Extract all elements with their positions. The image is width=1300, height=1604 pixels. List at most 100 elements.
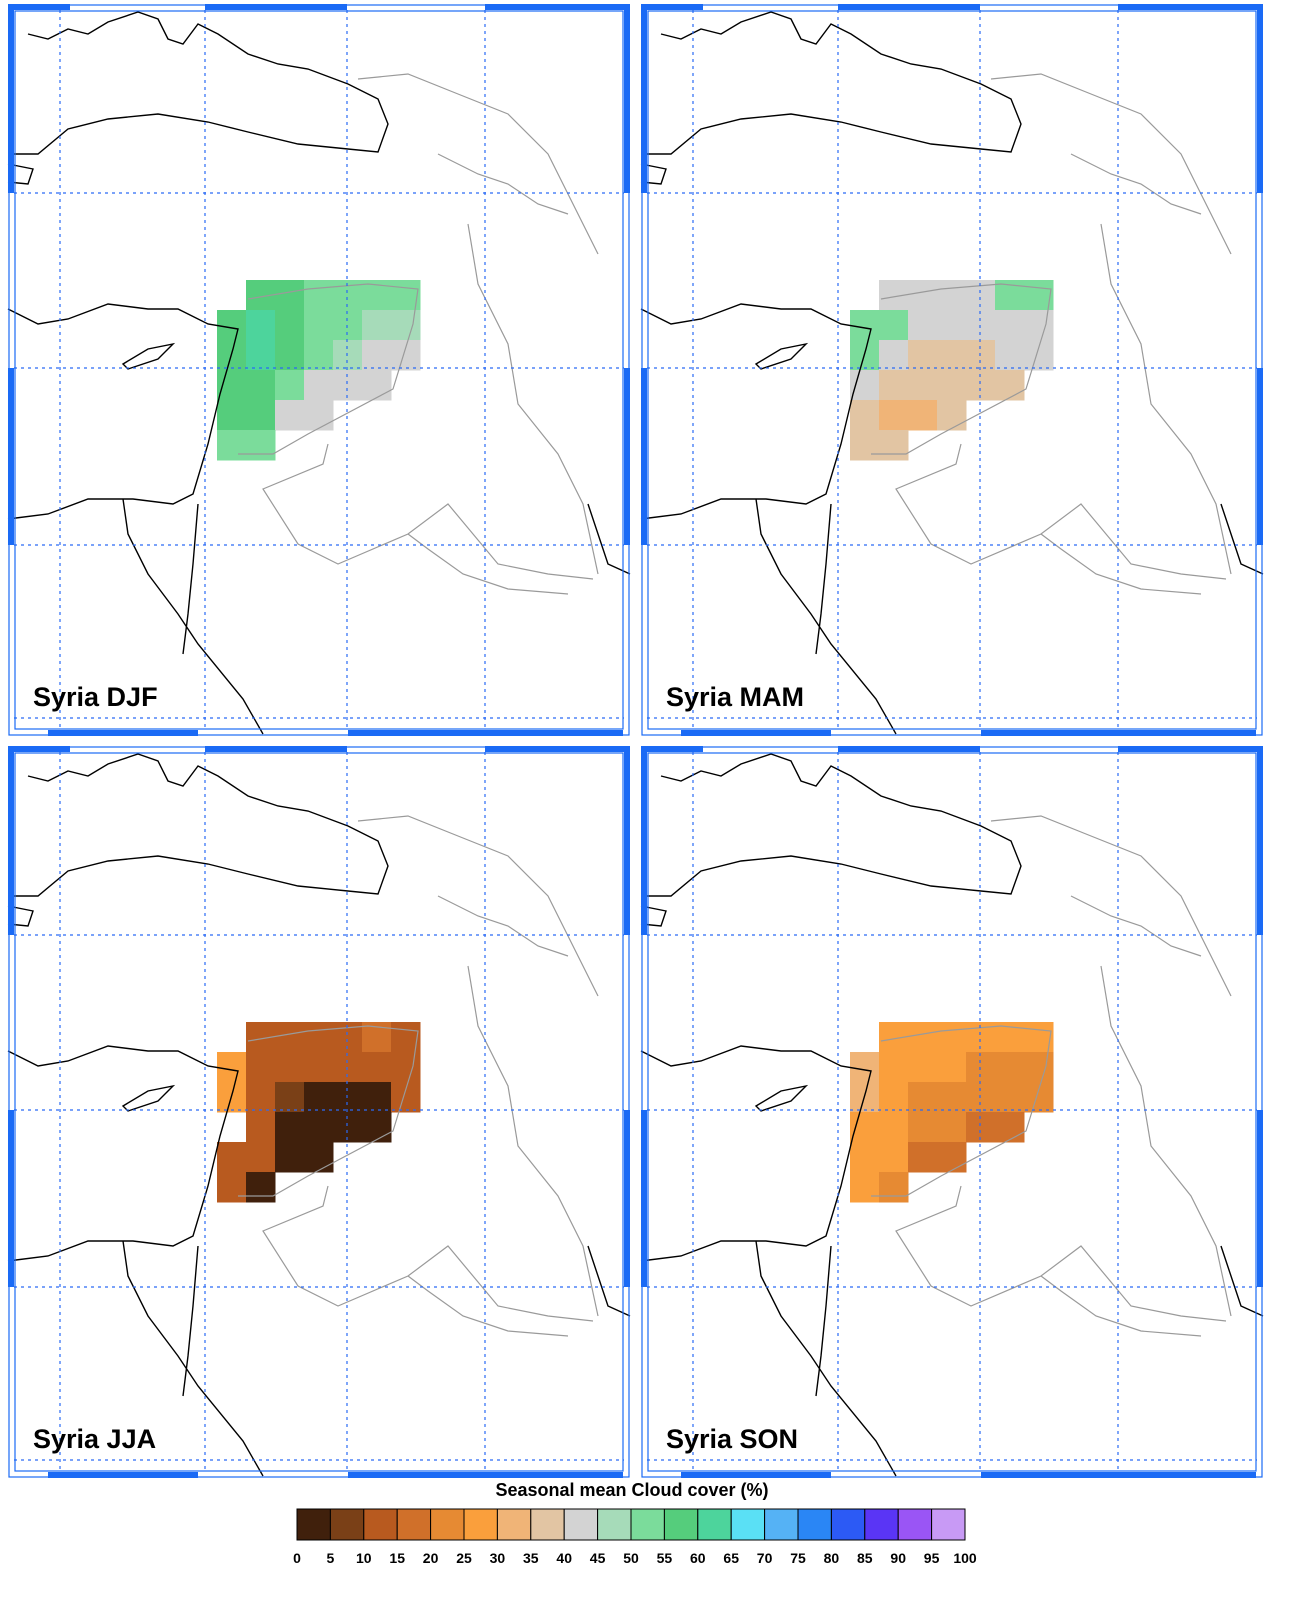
frame-bar bbox=[624, 746, 630, 935]
grid-cell bbox=[937, 1142, 967, 1173]
grid-cell bbox=[850, 1112, 880, 1143]
grid-cell bbox=[333, 370, 363, 401]
grid-cell bbox=[908, 400, 938, 431]
colorbar-tick-label: 25 bbox=[456, 1550, 472, 1566]
grid-cell bbox=[908, 370, 938, 401]
grid-cell bbox=[879, 400, 909, 431]
grid-cell bbox=[850, 1172, 880, 1203]
grid-cell bbox=[333, 1082, 363, 1113]
grid-cell bbox=[304, 340, 334, 371]
grid-cell bbox=[275, 280, 305, 311]
colorbar-tick-label: 75 bbox=[790, 1550, 806, 1566]
frame-bar bbox=[1257, 368, 1263, 545]
grid-cell bbox=[879, 430, 909, 461]
colorbar-tick-label: 35 bbox=[523, 1550, 539, 1566]
frame-bar bbox=[1257, 1110, 1263, 1287]
grid-cell bbox=[275, 1142, 305, 1173]
grid-cell bbox=[246, 400, 276, 431]
grid-cell bbox=[908, 1112, 938, 1143]
grid-cell bbox=[246, 1172, 276, 1203]
grid-cell bbox=[304, 400, 334, 431]
grid-cell bbox=[275, 340, 305, 371]
frame-inner bbox=[647, 752, 1257, 1472]
frame-bar bbox=[681, 730, 831, 736]
frame-bar bbox=[485, 746, 630, 752]
frame-bar bbox=[981, 730, 1256, 736]
grid-cell bbox=[333, 1052, 363, 1083]
colorbar-tick-label: 20 bbox=[423, 1550, 439, 1566]
frame-bar bbox=[1118, 4, 1263, 10]
frame-bar bbox=[641, 4, 703, 10]
colorbar-box bbox=[430, 1508, 465, 1541]
grid-cell bbox=[217, 400, 247, 431]
grid-cell bbox=[246, 310, 276, 341]
frame-bar bbox=[1257, 4, 1263, 193]
grid-cell bbox=[275, 400, 305, 431]
colorbar-tick-label: 45 bbox=[590, 1550, 606, 1566]
grid-cell bbox=[333, 1112, 363, 1143]
frame-bar bbox=[485, 4, 630, 10]
colorbar-tick-label: 60 bbox=[690, 1550, 706, 1566]
grid-cell bbox=[850, 1142, 880, 1173]
grid-cell bbox=[995, 1082, 1025, 1113]
frame-bar bbox=[48, 730, 198, 736]
colorbar-box bbox=[597, 1508, 632, 1541]
frame-bar bbox=[838, 746, 980, 752]
frame-bar bbox=[641, 746, 647, 935]
grid-cell bbox=[995, 1052, 1025, 1083]
grid-cell bbox=[275, 1052, 305, 1083]
frame-bar bbox=[48, 1472, 198, 1478]
colorbar-tick-label: 80 bbox=[824, 1550, 840, 1566]
colorbar-tick-label: 100 bbox=[953, 1550, 977, 1566]
colorbar-title: Seasonal mean Cloud cover (%) bbox=[495, 1480, 768, 1500]
frame-inner bbox=[14, 10, 624, 730]
grid-cell bbox=[391, 1082, 421, 1113]
colorbar-box bbox=[630, 1508, 665, 1541]
colorbar-box bbox=[864, 1508, 899, 1541]
grid-cell bbox=[937, 400, 967, 431]
colorbar-tick-label: 95 bbox=[924, 1550, 940, 1566]
grid-cell bbox=[966, 370, 996, 401]
grid-cell bbox=[995, 1112, 1025, 1143]
panel-label: Syria JJA bbox=[33, 1424, 156, 1454]
colorbar-box bbox=[764, 1508, 799, 1541]
grid-cell bbox=[217, 430, 247, 461]
grid-cell bbox=[908, 1022, 938, 1053]
grid-cell bbox=[966, 1112, 996, 1143]
map-panel: Syria SON bbox=[640, 746, 1264, 1478]
colorbar-box bbox=[496, 1508, 532, 1541]
grid-cell bbox=[217, 1172, 247, 1203]
colorbar-box bbox=[530, 1508, 565, 1541]
colorbar-tick-label: 55 bbox=[657, 1550, 673, 1566]
grid-cell bbox=[850, 400, 880, 431]
grid-cell bbox=[304, 1112, 334, 1143]
grid-cell bbox=[937, 310, 967, 341]
frame-bar bbox=[641, 368, 647, 545]
frame-bar bbox=[8, 4, 14, 193]
frame-bar bbox=[348, 1472, 623, 1478]
map-panel: Syria DJF bbox=[7, 4, 631, 736]
frame-bar bbox=[838, 4, 980, 10]
grid-cell bbox=[362, 1112, 392, 1143]
grid-cell bbox=[879, 1142, 909, 1173]
grid-cell bbox=[333, 340, 363, 371]
grid-cell bbox=[937, 280, 967, 311]
frame-bar bbox=[8, 1110, 14, 1287]
grid-cell bbox=[966, 1082, 996, 1113]
grid-cell bbox=[937, 1022, 967, 1053]
grid-cell bbox=[362, 1082, 392, 1113]
grid-cell bbox=[275, 370, 305, 401]
grid-cell bbox=[362, 340, 392, 371]
colorbar-tick-label: 70 bbox=[757, 1550, 773, 1566]
grid-cell bbox=[275, 1082, 305, 1113]
grid-cell bbox=[966, 310, 996, 341]
frame-bar bbox=[348, 730, 623, 736]
grid-cell bbox=[966, 340, 996, 371]
grid-cell bbox=[362, 370, 392, 401]
grid-cell bbox=[850, 310, 880, 341]
colorbar-box bbox=[363, 1508, 398, 1541]
colorbar-tick-label: 50 bbox=[623, 1550, 639, 1566]
grid-cell bbox=[246, 1142, 276, 1173]
grid-cell bbox=[275, 1022, 305, 1053]
grid-cell bbox=[937, 340, 967, 371]
